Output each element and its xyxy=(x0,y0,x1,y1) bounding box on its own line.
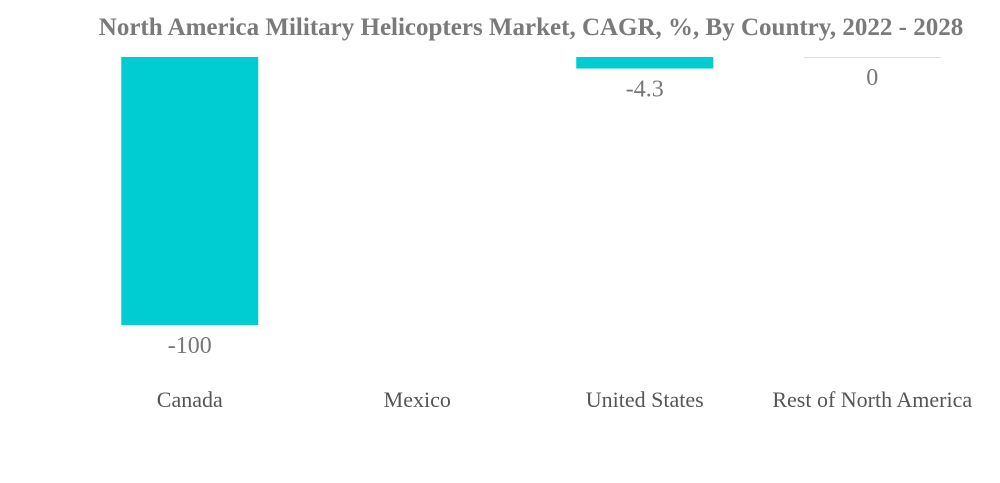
data-labels-group: -100 -4.3 0 xyxy=(168,65,879,359)
x-tick-label-canada: Canada xyxy=(157,387,223,412)
bars-group xyxy=(121,57,941,325)
x-tick-label-united-states: United States xyxy=(586,387,704,412)
x-tick-label-rest-of-north-america: Rest of North America xyxy=(772,387,972,412)
data-label-canada: -100 xyxy=(168,333,212,359)
bar-united-states xyxy=(576,57,714,69)
x-tick-labels-group: Canada Mexico United States Rest of North A… xyxy=(157,387,973,412)
data-label-rest-of-north-america: 0 xyxy=(866,65,878,91)
chart-title: North America Military Helicopters Marke… xyxy=(98,14,964,41)
bar-canada xyxy=(121,57,259,325)
bar-rest-of-north-america xyxy=(803,57,941,58)
x-tick-label-mexico: Mexico xyxy=(384,387,451,412)
data-label-united-states: -4.3 xyxy=(626,77,664,103)
